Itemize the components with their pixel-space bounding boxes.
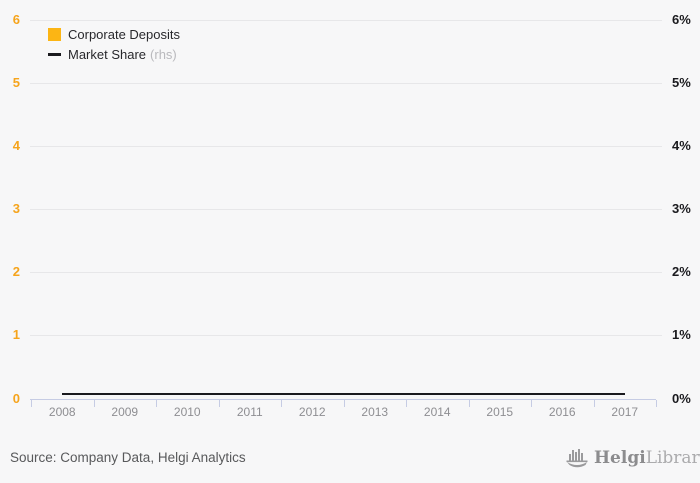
- bar-series-swatch-icon: [48, 27, 61, 41]
- right-axis-tick-label: 6%: [672, 12, 691, 27]
- x-axis-line: [30, 398, 656, 400]
- right-axis-tick-label: 0%: [672, 390, 691, 406]
- y-gridline: [30, 271, 662, 273]
- x-axis-tick: [593, 399, 595, 407]
- right-axis-tick-label: 3%: [672, 201, 691, 217]
- chart-legend: Corporate Deposits Market Share (rhs): [48, 26, 180, 66]
- y-gridline: [30, 82, 662, 84]
- x-axis-tick: [531, 399, 532, 407]
- y-gridline: [30, 334, 662, 336]
- legend-item-market-share: Market Share (rhs): [48, 46, 180, 62]
- x-axis-tick: [31, 399, 32, 407]
- x-axis-tick: [281, 399, 282, 407]
- y-gridline: [30, 145, 662, 147]
- helgi-library-logo: HelgiLibrary.: [566, 444, 700, 472]
- x-axis-year-label: 2010: [173, 405, 201, 419]
- x-axis-tick: [656, 399, 657, 407]
- market-share-line: [62, 393, 625, 396]
- legend-rhs-suffix: (rhs): [150, 46, 177, 62]
- x-axis-tick: [468, 399, 470, 407]
- right-axis-tick-label: 4%: [672, 138, 691, 154]
- x-axis-year-label: 2012: [298, 405, 326, 419]
- x-axis-year-label: 2014: [423, 405, 451, 419]
- x-axis-tick: [343, 399, 345, 407]
- x-axis-tick: [93, 399, 95, 407]
- right-axis-tick-label: 5%: [672, 75, 691, 91]
- left-axis-tick-label: 1: [12, 327, 20, 343]
- legend-label: Market Share: [68, 46, 147, 62]
- x-axis-year-label: 2009: [111, 405, 139, 419]
- left-axis-tick-label: 0: [12, 390, 20, 406]
- right-axis-tick-label: 2%: [672, 264, 691, 280]
- helgi-logo-icon: [566, 449, 588, 468]
- legend-label: Corporate Deposits: [68, 26, 180, 42]
- x-axis-tick: [406, 399, 407, 407]
- logo-wordmark: HelgiLibrary.: [594, 444, 700, 472]
- y-gridline: [30, 19, 662, 21]
- left-axis-tick-label: 6: [12, 12, 20, 27]
- left-axis-tick-label: 3: [12, 201, 20, 217]
- right-axis-tick-label: 1%: [672, 327, 691, 343]
- x-axis-year-label: 2016: [548, 405, 576, 419]
- y-gridline: [30, 208, 662, 210]
- x-axis-year-label: 2011: [236, 405, 263, 419]
- left-axis-tick-label: 4: [12, 138, 20, 154]
- x-axis-tick: [156, 399, 157, 407]
- logo-word-library: Library.: [645, 448, 700, 468]
- x-axis-year-label: 2013: [361, 405, 389, 419]
- left-axis-tick-label: 2: [12, 264, 20, 280]
- line-series-swatch-icon: [48, 52, 61, 56]
- x-axis-year-label: 2015: [486, 405, 514, 419]
- x-axis-year-label: 2008: [48, 405, 76, 419]
- source-attribution: Source: Company Data, Helgi Analytics: [10, 450, 246, 465]
- x-axis-tick: [218, 399, 220, 407]
- x-axis-year-label: 2017: [611, 405, 639, 419]
- logo-word-helgi: Helgi: [594, 448, 646, 468]
- left-axis-tick-label: 5: [12, 75, 20, 91]
- legend-item-corporate-deposits: Corporate Deposits: [48, 26, 180, 42]
